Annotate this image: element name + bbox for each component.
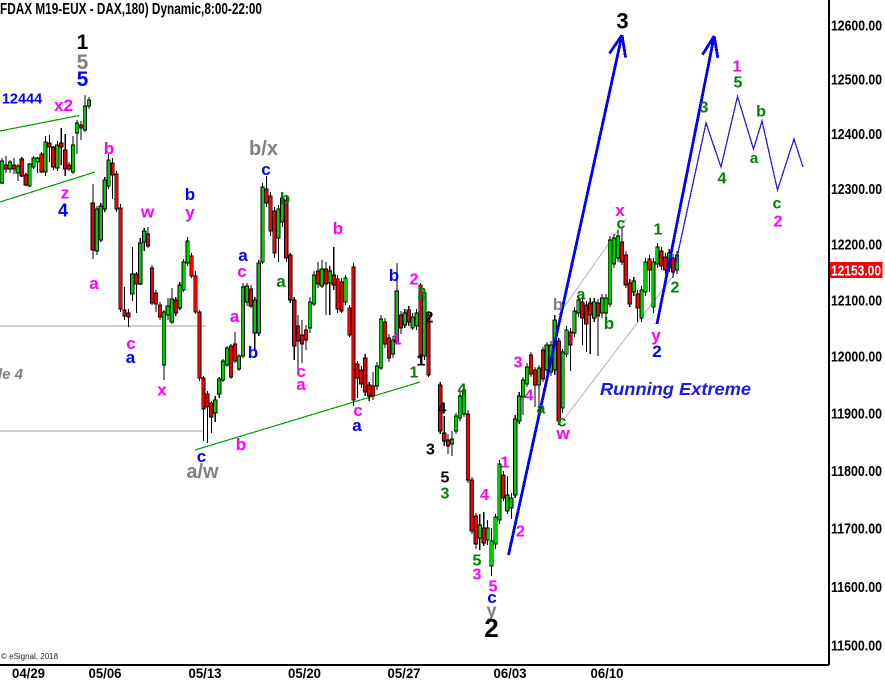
svg-text:4: 4	[718, 171, 727, 188]
svg-text:3: 3	[473, 567, 482, 584]
svg-text:1: 1	[410, 365, 419, 382]
svg-text:2: 2	[774, 214, 783, 231]
svg-text:4: 4	[458, 382, 467, 399]
svg-text:12600.00: 12600.00	[831, 17, 882, 34]
svg-text:c: c	[558, 414, 567, 431]
svg-text:5: 5	[77, 68, 89, 91]
svg-text:a: a	[230, 307, 240, 326]
svg-text:1: 1	[393, 332, 402, 349]
svg-text:z: z	[61, 183, 70, 202]
svg-text:12200.00: 12200.00	[831, 237, 882, 254]
svg-text:x2: x2	[54, 96, 73, 115]
svg-text:x: x	[615, 201, 625, 220]
svg-text:12444: 12444	[2, 92, 42, 108]
svg-text:b: b	[389, 266, 399, 285]
svg-text:11700.00: 11700.00	[831, 521, 882, 538]
svg-text:a: a	[296, 375, 306, 394]
svg-text:4: 4	[58, 200, 68, 220]
svg-text:b: b	[553, 295, 563, 314]
svg-text:Running Extreme: Running Extreme	[600, 379, 751, 399]
svg-text:c: c	[261, 160, 270, 179]
svg-text:12300.00: 12300.00	[831, 181, 882, 198]
svg-text:4: 4	[480, 487, 489, 504]
svg-text:1: 1	[77, 31, 89, 54]
svg-text:3: 3	[514, 355, 523, 372]
svg-text:b: b	[280, 189, 290, 208]
svg-text:c: c	[296, 362, 305, 381]
svg-text:1: 1	[417, 353, 426, 370]
svg-text:c: c	[126, 334, 135, 353]
svg-text:a: a	[750, 150, 759, 167]
svg-text:y: y	[651, 326, 661, 345]
svg-text:a: a	[276, 272, 286, 291]
svg-text:2: 2	[652, 342, 661, 361]
svg-text:12153.00: 12153.00	[831, 263, 881, 279]
svg-text:b: b	[236, 435, 246, 454]
svg-text:3: 3	[426, 442, 435, 459]
svg-text:1: 1	[501, 455, 510, 472]
svg-text:© eSignal, 2018: © eSignal, 2018	[1, 652, 59, 661]
svg-text:x: x	[157, 380, 167, 399]
svg-text:a: a	[537, 401, 546, 418]
svg-text:a: a	[352, 416, 362, 435]
svg-text:05/06: 05/06	[89, 666, 122, 681]
svg-text:c: c	[773, 196, 782, 213]
svg-text:2: 2	[425, 310, 434, 327]
svg-text:4: 4	[525, 388, 534, 405]
svg-text:11900.00: 11900.00	[831, 406, 882, 423]
svg-text:06/10: 06/10	[591, 666, 624, 681]
svg-text:le 4: le 4	[0, 366, 24, 383]
svg-text:12000.00: 12000.00	[831, 349, 882, 366]
svg-text:b: b	[604, 314, 614, 333]
svg-text:05/20: 05/20	[288, 666, 321, 681]
svg-text:b: b	[185, 185, 195, 204]
svg-text:3: 3	[441, 486, 450, 503]
svg-text:06/03: 06/03	[494, 666, 527, 681]
svg-text:5: 5	[441, 470, 450, 487]
svg-text:a: a	[577, 287, 586, 304]
svg-text:a: a	[126, 348, 136, 367]
svg-text:2: 2	[418, 286, 427, 303]
svg-text:11600.00: 11600.00	[831, 579, 882, 596]
svg-text:c: c	[617, 216, 626, 233]
svg-text:c: c	[487, 588, 496, 607]
svg-text:a: a	[89, 274, 99, 293]
svg-text:1: 1	[733, 59, 742, 76]
svg-text:c: c	[237, 262, 246, 281]
svg-text:5: 5	[473, 553, 482, 570]
svg-text:05/27: 05/27	[388, 666, 421, 681]
svg-text:1: 1	[654, 222, 663, 239]
svg-text:5: 5	[489, 579, 498, 596]
svg-text:b: b	[333, 219, 343, 238]
svg-text:a: a	[238, 246, 248, 265]
svg-text:11500.00: 11500.00	[831, 638, 882, 655]
svg-text:a/w: a/w	[186, 461, 219, 483]
svg-text:05/13: 05/13	[189, 666, 222, 681]
svg-text:12500.00: 12500.00	[831, 72, 882, 89]
svg-text:b: b	[104, 139, 114, 158]
svg-text:2: 2	[516, 524, 525, 541]
svg-text:w: w	[555, 424, 570, 443]
svg-text:w: w	[140, 202, 155, 221]
svg-text:04/29: 04/29	[12, 666, 45, 681]
svg-text:5: 5	[734, 75, 743, 92]
svg-text:11800.00: 11800.00	[831, 463, 882, 480]
svg-text:FDAX M19-EUX - DAX,180) Dynami: FDAX M19-EUX - DAX,180) Dynamic,8:00-22:…	[0, 1, 262, 18]
svg-text:2: 2	[410, 272, 419, 289]
svg-text:b: b	[756, 104, 766, 121]
svg-text:3: 3	[700, 100, 709, 117]
svg-text:2: 2	[671, 280, 680, 297]
svg-text:2: 2	[484, 613, 498, 643]
svg-text:b/x: b/x	[249, 138, 278, 160]
svg-text:c: c	[197, 447, 206, 466]
svg-text:5: 5	[77, 51, 89, 74]
svg-text:b: b	[248, 343, 258, 362]
svg-text:3: 3	[616, 9, 628, 34]
svg-text:c: c	[353, 401, 362, 420]
svg-text:12400.00: 12400.00	[831, 126, 882, 143]
svg-text:y: y	[486, 600, 496, 620]
svg-text:12100.00: 12100.00	[831, 292, 882, 309]
svg-text:y: y	[185, 203, 195, 222]
svg-text:4: 4	[438, 401, 447, 418]
